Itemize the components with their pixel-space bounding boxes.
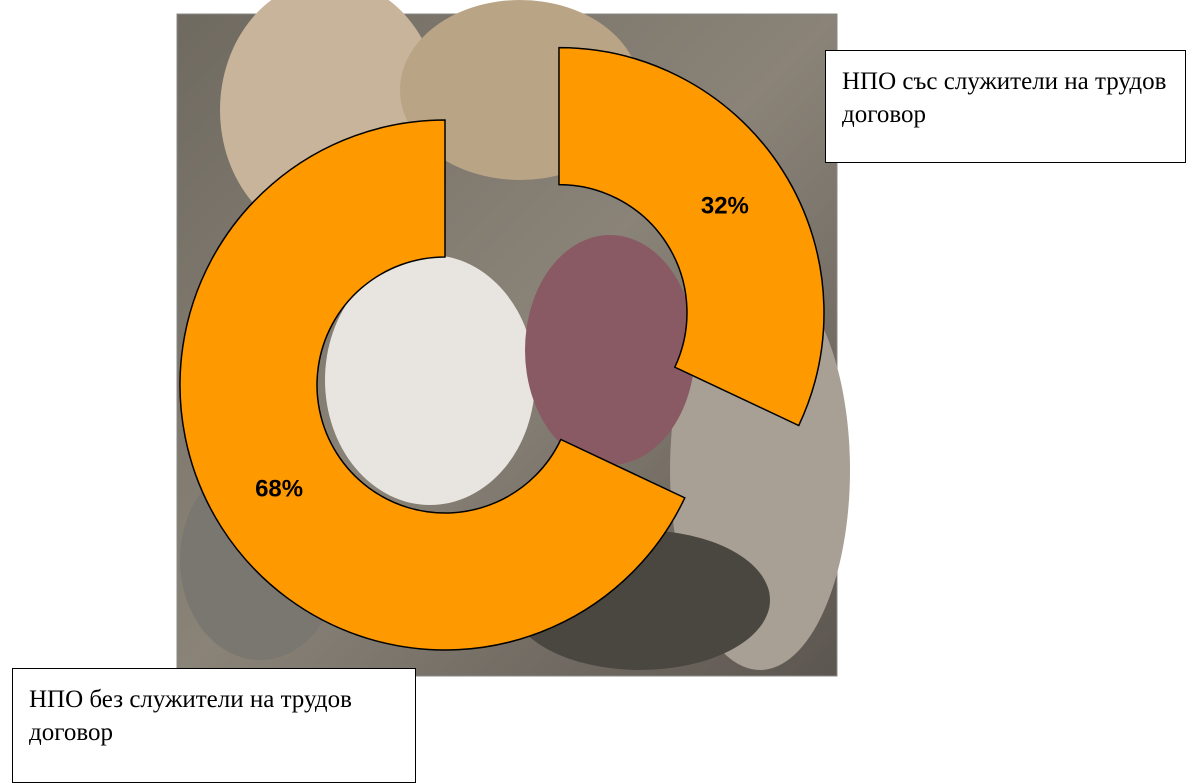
label-box: НПО със служители на трудов договор [825,50,1186,163]
donut-slice [179,119,686,651]
donut-slice [558,46,825,427]
data-label: 32% [701,193,749,220]
data-label: 68% [255,476,303,503]
label-box: НПО без служители на трудов договор [12,668,416,783]
